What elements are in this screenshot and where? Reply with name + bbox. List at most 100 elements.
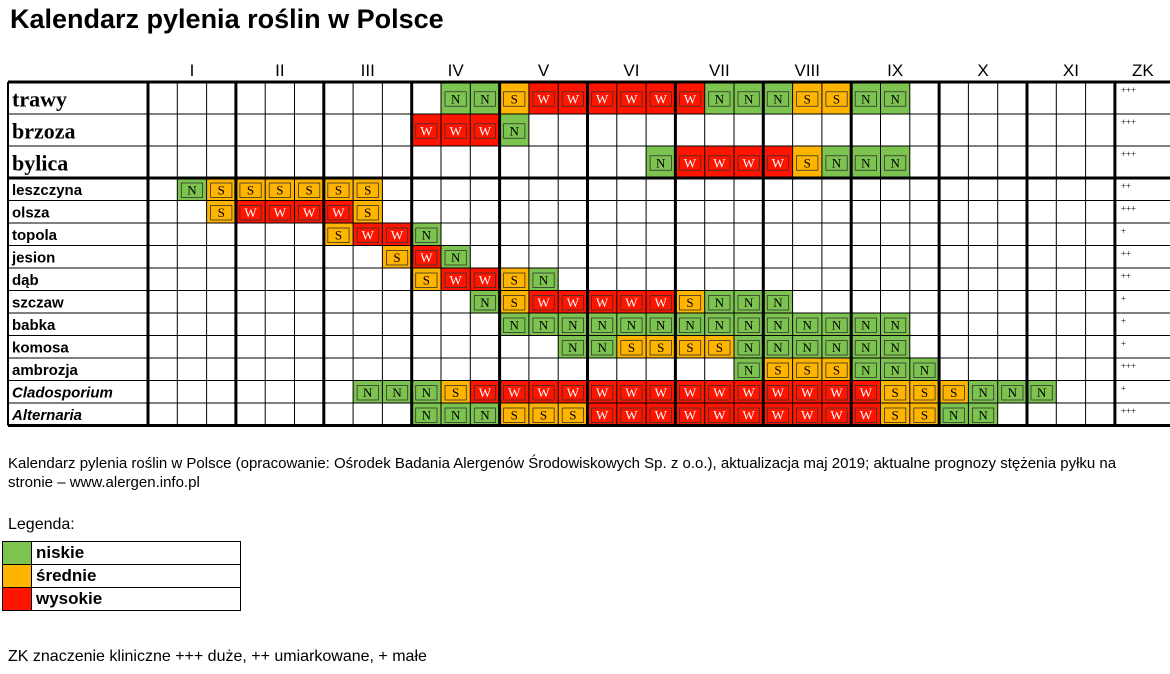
pollen-cell-value: S: [657, 340, 664, 355]
pollen-cell-value: W: [625, 385, 638, 400]
zk-value: +: [1121, 339, 1126, 349]
pollen-cell: [646, 290, 676, 313]
pollen-cell-box: [620, 407, 643, 423]
pollen-cell-value: S: [511, 295, 518, 310]
pollen-cell: [763, 335, 793, 358]
pollen-cell-box: [180, 182, 204, 198]
pollen-cell-box: [796, 155, 819, 171]
pollen-cell-box: [796, 385, 819, 401]
pollen-cell-value: W: [244, 205, 257, 220]
pollen-cell: [235, 178, 266, 201]
pollen-cell-box: [679, 91, 702, 107]
pollen-cell-box: [825, 407, 848, 423]
pollen-cell-value: S: [833, 363, 840, 378]
pollen-cell-value: N: [480, 408, 490, 423]
pollen-cell-value: N: [773, 91, 783, 106]
plant-label: komosa: [12, 339, 69, 356]
pollen-cell: [382, 380, 412, 403]
month-label: VI: [623, 61, 639, 80]
pollen-cell-box: [942, 385, 965, 401]
pollen-cell-box: [356, 205, 379, 221]
pollen-cell-value: W: [830, 385, 843, 400]
pollen-cell-box: [620, 385, 643, 401]
pollen-cell-box: [825, 317, 848, 333]
pollen-cell-box: [561, 340, 584, 356]
pollen-cell-box: [825, 362, 848, 378]
pollen-cell: [646, 313, 676, 336]
pollen-cell-value: W: [713, 155, 726, 170]
pollen-cell: [675, 313, 705, 336]
pollen-cell: [704, 313, 734, 336]
pollen-cell: [558, 313, 588, 336]
page-title: Kalendarz pylenia roślin w Polsce: [10, 4, 444, 34]
pollen-cell-box: [854, 385, 877, 401]
pollen-cell-value: N: [510, 318, 520, 333]
pollen-cell: [704, 146, 734, 178]
pollen-cell-value: N: [744, 363, 754, 378]
pollen-cell-box: [796, 362, 819, 378]
pollen-cell: [734, 146, 764, 178]
pollen-cell-box: [210, 205, 233, 221]
pollen-cell-value: W: [450, 273, 463, 288]
plant-label: leszczyna: [12, 182, 83, 199]
pollen-cell-box: [737, 340, 760, 356]
pollen-cell-box: [473, 272, 496, 288]
month-header: I II III IV V VI VII VIII IX X XI ZK: [190, 61, 1155, 80]
pollen-cell-box: [884, 385, 907, 401]
pollen-cell-box: [444, 91, 467, 107]
pollen-cell-value: N: [451, 250, 461, 265]
zk-header: ZK: [1132, 61, 1154, 80]
pollen-cell: [616, 335, 647, 358]
pollen-cell-box: [942, 407, 965, 423]
pollen-cell: [587, 380, 617, 403]
pollen-cell-box: [532, 385, 555, 401]
pollen-cell: [353, 178, 383, 201]
pollen-cell: [411, 403, 441, 426]
pollen-cell-box: [620, 91, 643, 107]
zk-value: +: [1121, 226, 1126, 236]
pollen-cell-value: S: [335, 183, 342, 198]
pollen-cell-box: [766, 385, 789, 401]
pollen-cell-box: [737, 362, 760, 378]
pollen-cell-value: W: [537, 91, 550, 106]
pollen-cell-box: [473, 91, 496, 107]
pollen-cell-box: [473, 123, 496, 139]
pollen-cell-value: S: [569, 408, 576, 423]
plant-label: ambrozja: [12, 362, 79, 379]
pollen-cell-value: N: [363, 385, 373, 400]
legend: niskie średnie wysokie: [2, 541, 241, 611]
pollen-cell-value: W: [743, 408, 756, 423]
pollen-cell-value: N: [861, 91, 871, 106]
pollen-cell: [734, 380, 764, 403]
pollen-cell: [763, 146, 793, 178]
pollen-cell: [265, 178, 295, 201]
pollen-cell-value: S: [364, 205, 371, 220]
pollen-cell: [616, 403, 647, 426]
pollen-cell-box: [327, 182, 350, 198]
pollen-cell: [441, 403, 471, 426]
pollen-cell-value: N: [685, 318, 695, 333]
pollen-cell: [499, 380, 529, 403]
pollen-cell-value: N: [480, 295, 490, 310]
plant-label: dąb: [12, 272, 39, 289]
pollen-cell: [499, 82, 529, 114]
pollen-cell: [792, 146, 822, 178]
pollen-cell-value: N: [422, 385, 432, 400]
pollen-cell-value: S: [393, 250, 400, 265]
pollen-cell-box: [561, 385, 584, 401]
pollen-cell: [880, 380, 910, 403]
pollen-cell-value: N: [422, 228, 432, 243]
pollen-cell-box: [532, 295, 555, 311]
pollen-cell: [763, 290, 793, 313]
pollen-cell-box: [766, 317, 789, 333]
pollen-cell-value: S: [511, 91, 518, 106]
plant-labels: trawy +++brzoza +++bylica +++leszczyna ++ols…: [11, 85, 1136, 424]
pollen-cell-value: N: [392, 385, 402, 400]
pollen-cell-value: W: [479, 273, 492, 288]
pollen-cell-value: W: [684, 408, 697, 423]
pollen-cell: [528, 82, 559, 114]
pollen-cell-value: W: [596, 408, 609, 423]
pollen-cell-value: W: [420, 123, 433, 138]
pollen-cell-box: [356, 385, 379, 401]
